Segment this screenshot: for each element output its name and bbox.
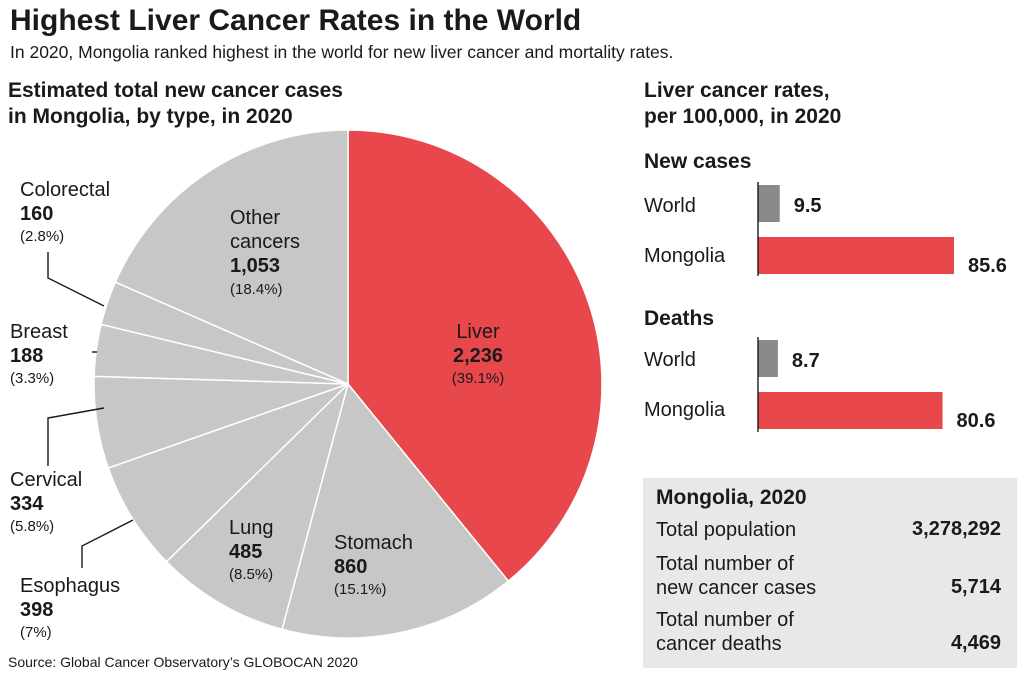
pie-chart: Liver 2,236 (39.1%) Stomach 860 (15.1%) … — [10, 129, 603, 641]
leader-line-esophagus — [81, 519, 134, 568]
slice-label-cervical: Cervical — [10, 469, 82, 491]
pie-slice-liver — [347, 129, 603, 583]
summary-box — [643, 478, 1017, 668]
leader-line-cervical — [47, 407, 105, 466]
source-note: Source: Global Cancer Observatory’s GLOB… — [8, 654, 358, 670]
pie-chart-title: Estimated total new cancer cases in Mong… — [8, 78, 468, 130]
pie-slice-other-cancers — [114, 129, 349, 386]
bar-world-deaths — [758, 340, 778, 377]
slice-percent-cervical: (5.8%) — [10, 518, 54, 535]
pie-slices — [93, 129, 603, 639]
slice-percent-other: (18.4%) — [230, 281, 283, 298]
bar-value-world-new-cases: 9.5 — [794, 195, 822, 217]
slice-value-stomach: 860 — [334, 556, 367, 578]
bar-mongolia-deaths — [758, 392, 943, 429]
bar-value-mongolia-deaths: 80.6 — [957, 410, 996, 432]
summary-label-population: Total population — [656, 518, 886, 542]
slice-value-colorectal: 160 — [20, 203, 53, 225]
rates-bar-chart: 9.5 85.6 8.7 80.6 World Mongolia World Mong… — [644, 182, 1007, 432]
slice-value-breast: 188 — [10, 345, 43, 367]
summary-label-population-line-1: Total population — [656, 519, 797, 541]
summary-value-new-cases: 5,714 — [950, 576, 1001, 598]
pie-title-line-2: in Mongolia, by type, in 2020 — [8, 105, 293, 128]
rates-title-line-2: per 100,000, in 2020 — [644, 105, 842, 128]
slice-value-liver: 2,236 — [453, 345, 503, 367]
bar-category-world-new: World — [644, 195, 696, 217]
bar-category-mongolia-deaths: Mongolia — [644, 399, 726, 421]
slice-label-other-line-2: cancers — [230, 231, 300, 253]
slice-percent-stomach: (15.1%) — [334, 581, 387, 598]
bar-world-new-cases — [758, 185, 780, 222]
slice-label-esophagus: Esophagus — [20, 575, 120, 597]
summary-value-population: 3,278,292 — [912, 518, 1001, 540]
slice-label-other-line-1: Other — [230, 207, 280, 229]
slice-percent-lung: (8.5%) — [229, 566, 273, 583]
summary-label-new-cases-line-2: new cancer cases — [656, 577, 817, 599]
slice-value-esophagus: 398 — [20, 599, 53, 621]
slice-value-other: 1,053 — [230, 255, 280, 277]
slice-label-lung: Lung — [229, 517, 274, 539]
slice-label-liver: Liver — [456, 321, 500, 343]
rates-chart-title: Liver cancer rates, per 100,000, in 2020 — [644, 78, 1014, 130]
slice-percent-liver: (39.1%) — [452, 370, 505, 387]
pie-title-line-1: Estimated total new cancer cases — [8, 79, 343, 102]
leader-lines — [47, 252, 134, 568]
slice-percent-breast: (3.3%) — [10, 370, 54, 387]
leader-line-colorectal — [47, 252, 105, 307]
bar-category-world-deaths: World — [644, 349, 696, 371]
pie-slice-esophagus — [107, 383, 349, 563]
summary-value-deaths: 4,469 — [950, 632, 1001, 654]
bar-layer: 9.5 85.6 8.7 80.6 — [758, 185, 1007, 432]
slice-value-lung: 485 — [229, 541, 262, 563]
slice-percent-colorectal: (2.8%) — [20, 228, 64, 245]
group-title-new-cases: New cases — [644, 150, 752, 173]
summary-label-deaths-line-2: cancer deaths — [656, 633, 782, 655]
summary-label-new-cases-line-1: Total number of — [656, 553, 794, 575]
pie-slice-stomach — [281, 382, 510, 639]
page-subtitle: In 2020, Mongolia ranked highest in the … — [10, 42, 674, 62]
slice-label-stomach: Stomach — [334, 532, 413, 554]
rates-title-line-1: Liver cancer rates, — [644, 79, 830, 102]
page-title: Highest Liver Cancer Rates in the World — [10, 4, 582, 37]
slice-label-colorectal: Colorectal — [20, 179, 110, 201]
summary-label-new-cases: Total number of new cancer cases — [656, 552, 886, 600]
slice-percent-esophagus: (7%) — [20, 624, 52, 641]
pie-slice-lung — [165, 381, 350, 631]
slice-label-breast: Breast — [10, 321, 68, 343]
slice-value-cervical: 334 — [10, 493, 44, 515]
summary-label-deaths: Total number of cancer deaths — [656, 608, 886, 656]
bar-mongolia-new-cases — [758, 237, 954, 274]
summary-label-deaths-line-1: Total number of — [656, 609, 794, 631]
bar-value-world-deaths: 8.7 — [792, 350, 820, 372]
bar-value-mongolia-new-cases: 85.6 — [968, 255, 1007, 277]
group-title-deaths: Deaths — [644, 307, 715, 330]
bar-category-mongolia-new: Mongolia — [644, 245, 726, 267]
summary-title: Mongolia, 2020 — [656, 486, 807, 509]
